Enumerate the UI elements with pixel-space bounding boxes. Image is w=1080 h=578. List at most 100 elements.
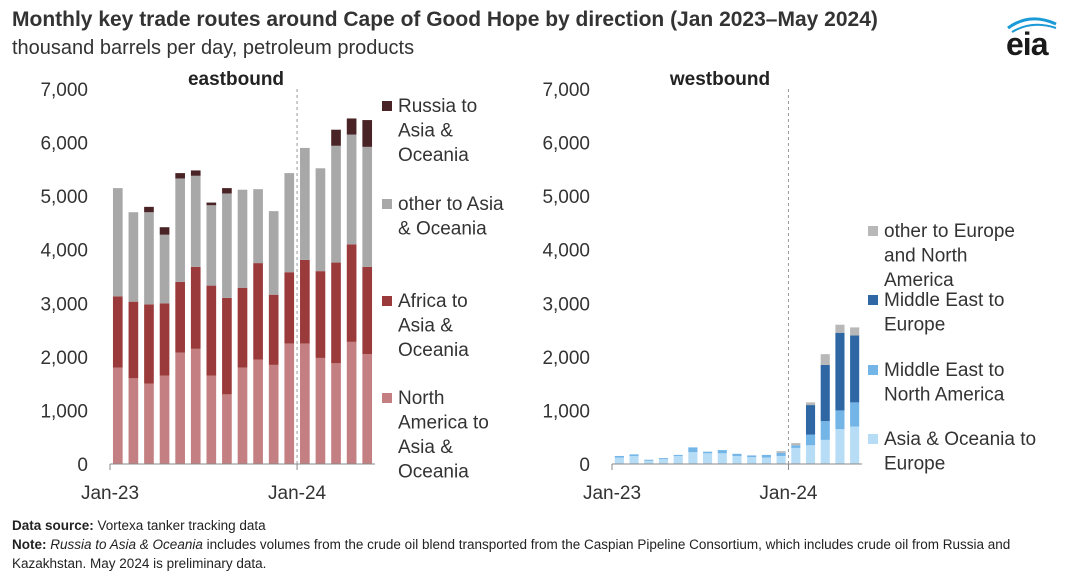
legend-label: & Oceania [398, 219, 487, 240]
bar-segment [776, 455, 786, 464]
bar-segment [300, 147, 310, 260]
bar-segment [175, 352, 185, 464]
legend-swatch [868, 295, 878, 305]
source-text: Vortexa tanker tracking data [93, 518, 266, 533]
legend-swatch [868, 226, 878, 236]
x-tick-label: Jan-23 [583, 483, 641, 504]
bar-segment [237, 367, 248, 464]
y-tick-label: 1,000 [40, 401, 88, 422]
note-italic: Russia to Asia & Oceania [50, 537, 203, 552]
y-tick-label: 2,000 [542, 348, 590, 369]
bar-segment [190, 170, 201, 176]
bar-segment [644, 460, 654, 464]
bar-segment [144, 212, 154, 305]
bar-segment [222, 188, 232, 194]
bar-segment [776, 451, 786, 453]
y-tick-label: 4,000 [40, 241, 88, 262]
bar-segment [805, 445, 816, 464]
y-tick-label: 6,000 [542, 134, 590, 155]
bar-segment [761, 457, 771, 464]
bar-segment [159, 227, 170, 235]
bar-segment [300, 343, 310, 464]
bar-segment [850, 327, 860, 336]
legend-label: other to Asia [398, 194, 504, 215]
legend-swatch [382, 393, 392, 403]
bar-segment [112, 188, 123, 297]
note-label: Note: [12, 537, 47, 552]
bar-segment [805, 434, 816, 446]
legend-label: America [884, 270, 954, 291]
y-tick-label: 2,000 [40, 348, 88, 369]
bar-segment [315, 357, 326, 464]
bar-segment [850, 402, 860, 427]
bar-segment [222, 394, 232, 464]
bar-segment [190, 348, 201, 464]
bar-segment [673, 454, 683, 456]
bar-segment [805, 402, 816, 406]
bar-segment [673, 455, 683, 464]
bar-segment [761, 454, 771, 458]
eia-logo: eia [994, 14, 1064, 66]
source-label: Data source: [12, 518, 94, 533]
bar-segment [190, 266, 201, 349]
legend-label: Asia & [398, 316, 453, 337]
bar-segment [284, 343, 295, 464]
legend-label: Oceania [398, 462, 469, 483]
bar-segment [362, 146, 373, 267]
y-tick-label: 6,000 [40, 134, 88, 155]
y-tick-label: 1,000 [542, 401, 590, 422]
legend-label: Oceania [398, 145, 469, 166]
bar-segment [222, 297, 232, 395]
bar-segment [190, 175, 201, 267]
bar-segment [747, 457, 757, 464]
legend-swatch [382, 199, 392, 209]
logo-arc-icon [1007, 17, 1057, 33]
legend-label: Asia & Oceania to [884, 429, 1036, 450]
bar-segment [237, 287, 248, 368]
legend-label: Middle East to [884, 290, 1004, 311]
legend-label: Europe [884, 454, 945, 475]
bar-segment [717, 450, 727, 454]
bar-segment [159, 234, 170, 304]
bar-segment [644, 459, 654, 461]
bar-segment [268, 364, 279, 464]
bar-segment [128, 301, 139, 379]
bar-segment [835, 410, 845, 430]
legend-swatch [382, 296, 392, 306]
bar-segment [346, 118, 357, 135]
bar-segment [362, 120, 373, 147]
legend-label: Asia & [398, 437, 453, 458]
y-tick-label: 3,000 [40, 294, 88, 315]
bar-segment [791, 447, 801, 464]
bar-segment [346, 244, 357, 342]
note-line: Note: Russia to Asia & Oceania includes … [12, 535, 1072, 573]
bar-segment [284, 272, 295, 344]
bar-segment [850, 426, 860, 464]
bar-segment [300, 259, 310, 344]
legend-label: Africa to [398, 291, 468, 312]
note-text: includes volumes from the crude oil blen… [12, 537, 1011, 571]
y-tick-label: 5,000 [542, 187, 590, 208]
legend-label: Middle East to [884, 360, 1004, 381]
bar-segment [159, 375, 170, 464]
bar-segment [791, 445, 801, 448]
y-tick-label: 5,000 [40, 187, 88, 208]
bar-segment [253, 359, 263, 464]
chart-canvas: eastbound 0 1,000 2,000 3,000 4,000 5,000 6,000… [40, 69, 1036, 504]
bar-segment [128, 378, 139, 464]
bar-segment [331, 363, 341, 464]
legend-label: Oceania [398, 340, 469, 361]
bar-segment [331, 262, 341, 364]
bar-segment [315, 168, 326, 272]
bar-segment [362, 354, 373, 464]
bar-segment [820, 354, 830, 365]
legend-label: America to [398, 413, 489, 434]
bar-segment [629, 455, 639, 464]
y-tick-label: 7,000 [542, 80, 590, 101]
bar-segment [175, 178, 185, 282]
bar-segment [835, 332, 845, 411]
bar-segment [732, 455, 742, 464]
panel-title-1: westbound [669, 69, 770, 90]
bar-segment [175, 281, 185, 353]
bar-segment [253, 189, 263, 264]
